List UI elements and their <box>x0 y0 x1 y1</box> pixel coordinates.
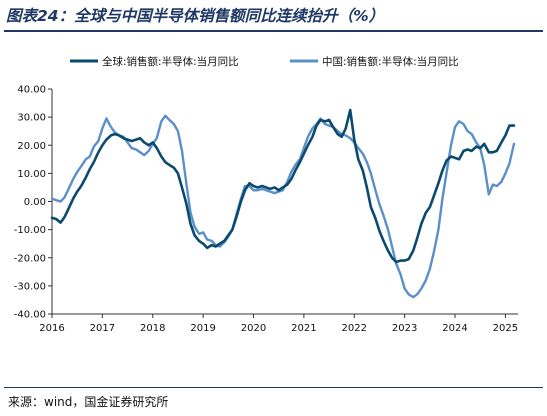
legend-label: 中国:销售额:半导体:当月同比 <box>322 55 459 68</box>
source-note: 来源：wind，国金证券研究所 <box>8 395 169 409</box>
chart-legend: 全球:销售额:半导体:当月同比 中国:销售额:半导体:当月同比 <box>70 55 459 68</box>
x-tick-label: 2024 <box>442 323 467 334</box>
y-tick-label: 10.00 <box>17 169 46 180</box>
x-tick-label: 2022 <box>342 323 367 334</box>
legend-item-china: 中国:销售额:半导体:当月同比 <box>290 55 459 68</box>
y-tick-label: -20.00 <box>14 253 46 264</box>
x-tick-label: 2020 <box>241 323 266 334</box>
title-divider <box>4 30 543 32</box>
y-tick-label: 20.00 <box>17 141 46 152</box>
y-tick-label: -30.00 <box>14 281 46 292</box>
y-tick-label: -10.00 <box>14 225 46 236</box>
legend-label: 全球:销售额:半导体:当月同比 <box>102 55 239 68</box>
series-line-global <box>50 108 516 264</box>
chart-axes: 40.00 30.00 20.00 10.00 0.00 -10.00 -20.00 -30.… <box>14 85 518 335</box>
legend-item-global: 全球:销售额:半导体:当月同比 <box>70 55 239 68</box>
y-tick-label: 30.00 <box>17 113 46 124</box>
x-tick-label: 2023 <box>392 323 417 334</box>
y-tick-label: 0.00 <box>24 197 46 208</box>
x-tick-label: 2021 <box>291 323 316 334</box>
x-tick-label: 2017 <box>90 323 115 334</box>
series-line-china <box>50 114 516 299</box>
chart-series <box>50 108 516 299</box>
x-tick-label: 2016 <box>39 323 64 334</box>
y-tick-label: 40.00 <box>17 85 46 96</box>
chart-title: 图表24：全球与中国半导体销售额同比连续抬升（%） <box>6 7 385 25</box>
line-chart: 40.00 30.00 20.00 10.00 0.00 -10.00 -20.00 -30.… <box>14 55 518 335</box>
source-divider <box>4 387 543 388</box>
x-tick-label: 2019 <box>190 323 215 334</box>
x-tick-label: 2018 <box>140 323 165 334</box>
y-tick-label: -40.00 <box>14 310 46 321</box>
x-tick-label: 2025 <box>493 323 518 334</box>
